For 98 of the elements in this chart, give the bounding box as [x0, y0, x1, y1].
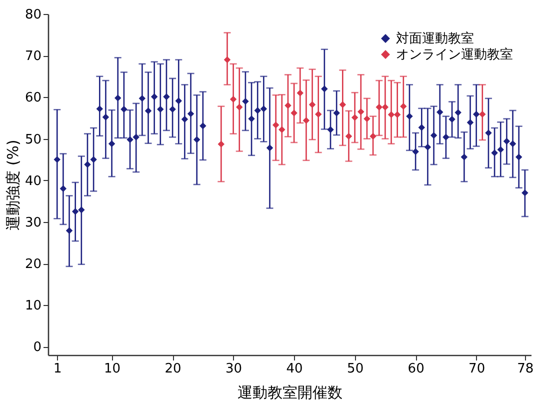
point	[424, 144, 432, 150]
point	[308, 101, 316, 108]
point	[108, 140, 116, 148]
y-tick-label: 10	[24, 298, 42, 314]
point	[376, 104, 382, 111]
point	[448, 116, 456, 123]
point	[200, 122, 206, 130]
point	[358, 108, 364, 116]
point	[321, 86, 328, 92]
point	[181, 116, 188, 123]
point	[327, 126, 334, 133]
point	[466, 119, 474, 126]
point	[72, 208, 79, 215]
x-tick-label: 78	[517, 362, 534, 376]
point	[248, 115, 255, 122]
point	[442, 134, 450, 140]
point	[351, 114, 358, 121]
point	[491, 150, 498, 156]
point	[78, 206, 85, 214]
legend-label: 対面運動教室	[396, 30, 474, 46]
y-axis-title: 運動強度 (%)	[4, 140, 22, 230]
point	[418, 124, 425, 131]
point	[345, 132, 352, 140]
point	[236, 104, 243, 111]
point	[150, 93, 158, 100]
point	[315, 110, 322, 118]
point	[96, 105, 103, 112]
point	[472, 110, 480, 118]
point	[406, 112, 413, 120]
x-tick-label: 70	[468, 362, 486, 376]
point	[102, 114, 110, 120]
point	[224, 56, 231, 64]
point	[90, 156, 97, 163]
point	[278, 126, 286, 133]
y-tick-label: 30	[24, 215, 42, 230]
point	[333, 110, 340, 116]
point	[260, 105, 268, 112]
point	[132, 134, 140, 140]
point	[454, 109, 462, 116]
point	[436, 108, 444, 116]
x-tick-label: 60	[408, 362, 424, 376]
point	[60, 185, 67, 192]
point	[126, 136, 134, 143]
y-tick-label: 50	[24, 132, 42, 148]
point	[144, 108, 152, 114]
point	[382, 104, 389, 111]
y-tick-label: 0	[33, 340, 42, 356]
point	[503, 138, 510, 145]
point	[479, 110, 486, 118]
y-tick-label: 70	[24, 49, 42, 64]
x-tick-label: 50	[347, 362, 364, 376]
point	[430, 132, 438, 139]
y-tick-label: 20	[24, 257, 42, 272]
point	[522, 189, 528, 196]
x-axis-title: 運動教室開催数	[238, 384, 342, 402]
point	[302, 117, 310, 124]
point	[187, 110, 194, 118]
point	[290, 110, 298, 116]
point	[460, 154, 468, 160]
x-tick-label: 1	[53, 362, 62, 376]
x-tick-label: 10	[104, 362, 121, 376]
point	[218, 140, 225, 148]
point	[254, 107, 261, 114]
point	[272, 122, 280, 128]
point	[169, 106, 176, 113]
x-tick-label: 20	[164, 362, 182, 376]
point	[400, 102, 407, 110]
point	[509, 140, 516, 148]
legend-label: オンライン運動教室	[396, 46, 513, 62]
point	[296, 90, 304, 96]
point	[388, 111, 395, 118]
point	[394, 111, 401, 118]
point	[163, 93, 170, 100]
y-tick-label: 40	[24, 174, 42, 189]
y-tick-label: 60	[24, 90, 42, 106]
point	[230, 96, 237, 103]
point	[266, 144, 274, 152]
y-tick-label: 80	[24, 8, 42, 22]
point	[114, 94, 122, 102]
point	[193, 136, 200, 143]
point	[157, 106, 164, 113]
point	[66, 227, 73, 234]
point	[412, 148, 419, 155]
point	[497, 146, 504, 153]
point	[138, 95, 146, 102]
point	[339, 101, 346, 108]
point	[284, 102, 292, 109]
point	[515, 154, 522, 160]
point	[485, 130, 492, 136]
point	[120, 106, 128, 113]
point	[175, 98, 182, 104]
point	[84, 161, 91, 168]
point	[364, 115, 370, 122]
point	[54, 156, 60, 163]
point	[370, 132, 376, 140]
point	[242, 98, 249, 105]
x-tick-label: 30	[226, 362, 242, 376]
x-tick-label: 40	[286, 362, 303, 376]
